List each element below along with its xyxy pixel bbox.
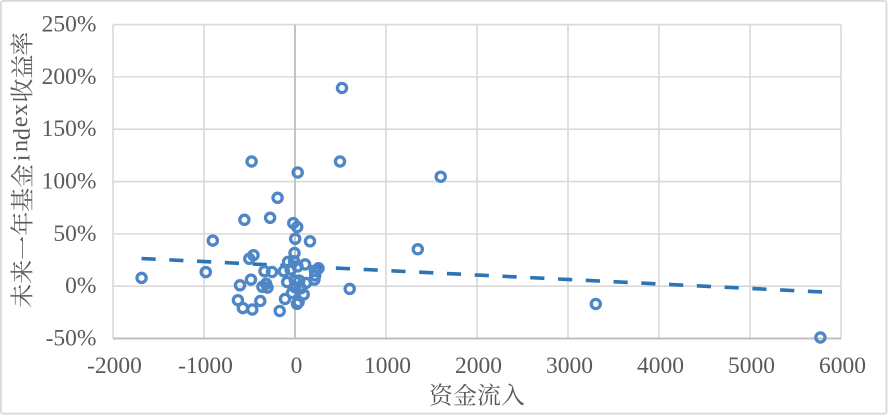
svg-text:1000: 1000 xyxy=(364,353,411,379)
svg-text:-50%: -50% xyxy=(46,326,97,352)
svg-text:-2000: -2000 xyxy=(87,353,142,379)
svg-text:200%: 200% xyxy=(42,64,97,90)
svg-text:5000: 5000 xyxy=(728,353,775,379)
svg-text:250%: 250% xyxy=(42,12,97,38)
svg-text:0: 0 xyxy=(291,353,303,379)
svg-text:6000: 6000 xyxy=(819,353,866,379)
svg-text:0%: 0% xyxy=(65,273,96,299)
svg-text:100%: 100% xyxy=(42,169,97,195)
svg-text:4000: 4000 xyxy=(637,353,684,379)
svg-text:50%: 50% xyxy=(53,221,96,247)
svg-text:3000: 3000 xyxy=(546,353,593,379)
svg-text:2000: 2000 xyxy=(455,353,502,379)
svg-text:-1000: -1000 xyxy=(178,353,233,379)
svg-text:150%: 150% xyxy=(42,116,97,142)
